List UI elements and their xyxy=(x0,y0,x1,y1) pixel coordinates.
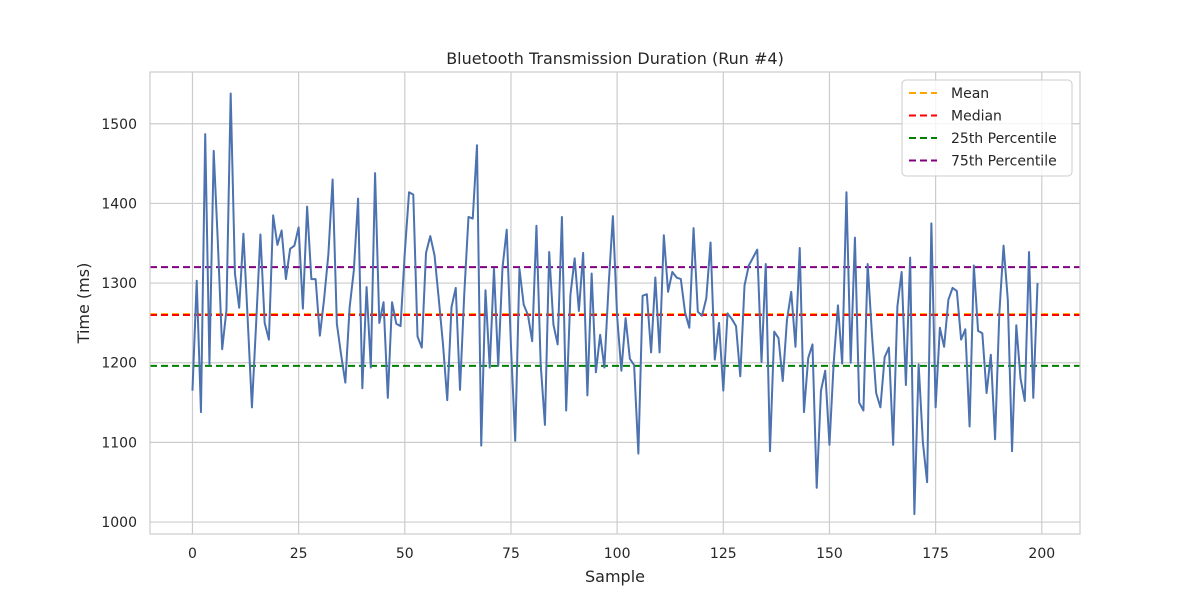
legend-label: 25th Percentile xyxy=(951,131,1057,147)
x-tick-label: 100 xyxy=(604,546,631,562)
x-tick-label: 200 xyxy=(1028,546,1055,562)
series-line xyxy=(191,92,1039,516)
legend-box xyxy=(901,79,1073,177)
y-tick-label: 1500 xyxy=(101,117,137,133)
y-tick-label: 1400 xyxy=(101,196,137,212)
x-tick-label: 150 xyxy=(816,546,843,562)
plot-frame xyxy=(149,71,1081,535)
chart-title: Bluetooth Transmission Duration (Run #4) xyxy=(446,49,784,68)
y-tick-label: 1200 xyxy=(101,356,137,372)
y-axis-ticks: 1000 1100 1200 1300 1400 1500 xyxy=(101,117,137,531)
grid xyxy=(150,72,1080,534)
y-tick-label: 1100 xyxy=(101,435,137,451)
legend-label: 75th Percentile xyxy=(951,154,1057,170)
legend-label: Mean xyxy=(951,86,989,102)
x-tick-label: 175 xyxy=(922,546,949,562)
y-tick-label: 1000 xyxy=(101,515,137,531)
x-axis-title: Sample xyxy=(585,567,645,586)
x-tick-label: 50 xyxy=(396,546,414,562)
x-tick-label: 125 xyxy=(710,546,737,562)
x-axis-ticks: 0 25 50 75 100 125 150 175 200 xyxy=(188,546,1055,562)
x-tick-label: 75 xyxy=(502,546,520,562)
y-tick-label: 1300 xyxy=(101,276,137,292)
y-axis-title: Time (ms) xyxy=(74,263,93,345)
x-tick-label: 0 xyxy=(188,546,197,562)
x-tick-label: 25 xyxy=(290,546,308,562)
legend-label: Median xyxy=(951,109,1002,125)
legend: Mean Median 25th Percentile 75th Percentile xyxy=(901,79,1073,177)
